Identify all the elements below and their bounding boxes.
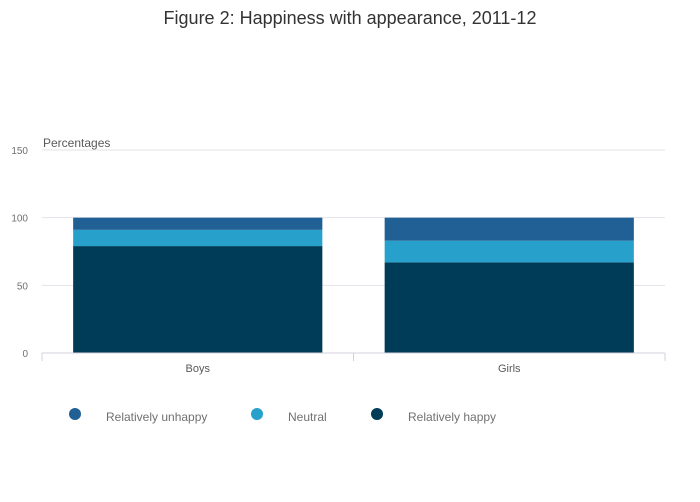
legend-marker[interactable] [371, 408, 383, 420]
y-tick-label: 150 [11, 146, 28, 157]
legend-marker[interactable] [69, 408, 81, 420]
y-tick-label: 0 [22, 349, 28, 360]
legend-item-label[interactable]: Relatively happy [408, 410, 496, 424]
y-axis-label: Percentages [43, 136, 110, 150]
legend-item-label[interactable]: Neutral [288, 410, 327, 424]
bar-girls-relatively-unhappy[interactable] [384, 217, 634, 241]
chart-title: Figure 2: Happiness with appearance, 201… [164, 8, 537, 28]
bar-girls-neutral[interactable] [384, 240, 634, 263]
bar-boys-relatively-unhappy[interactable] [73, 217, 323, 230]
bar-boys-relatively-happy[interactable] [73, 246, 323, 353]
legend-marker[interactable] [251, 408, 263, 420]
legend[interactable]: Relatively unhappy Neutral Relatively happ… [69, 408, 496, 424]
x-axis: Boys Girls [41, 352, 666, 375]
x-tick-label: Girls [498, 363, 521, 375]
bar-boys-neutral[interactable] [73, 229, 323, 247]
bars [73, 217, 634, 353]
y-tick-label: 100 [11, 214, 28, 225]
bar-girls-relatively-happy[interactable] [384, 262, 634, 353]
y-tick-label: 50 [17, 281, 29, 292]
legend-item-label[interactable]: Relatively unhappy [106, 410, 207, 424]
x-tick-label: Boys [186, 363, 211, 375]
